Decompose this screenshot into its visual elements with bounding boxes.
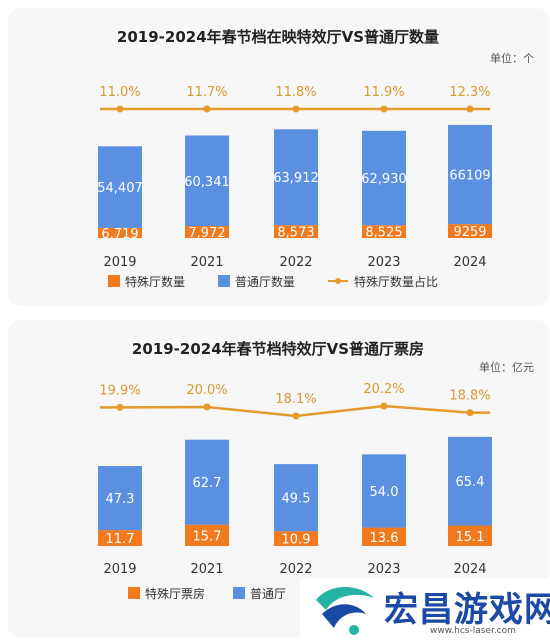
x-tick-label: 2022 — [279, 255, 312, 270]
ratio-label: 11.9% — [363, 85, 404, 100]
bar-special-label: 6,719 — [101, 227, 138, 242]
x-tick-label: 2023 — [367, 255, 400, 270]
bar-special — [98, 530, 142, 546]
ratio-point — [203, 403, 211, 411]
ratio-label: 11.7% — [186, 85, 227, 100]
bar-regular — [185, 135, 229, 227]
bar-regular — [362, 454, 406, 528]
bar-regular — [362, 130, 406, 226]
bar-special-label: 9259 — [453, 225, 486, 240]
bar-regular — [274, 464, 318, 532]
bar-regular-label: 63,912 — [273, 171, 319, 186]
legend-label: 普通厅数量 — [235, 274, 295, 289]
ratio-point — [466, 105, 474, 113]
x-tick-label: 2021 — [190, 562, 223, 577]
legend-ratio-marker — [335, 278, 341, 284]
bar-special — [185, 226, 229, 238]
chart-title: 2019-2024年春节档在映特效厅VS普通厅数量 — [117, 28, 439, 46]
bar-regular-label: 49.5 — [282, 492, 311, 507]
legend-label: 普通厅 — [250, 587, 286, 601]
bar-special-label: 15.1 — [456, 530, 485, 545]
ratio-point — [292, 412, 300, 420]
legend-label: 特殊厅数量 — [125, 274, 185, 289]
bar-special-label: 8,525 — [365, 226, 402, 241]
ratio-label: 19.9% — [99, 383, 140, 398]
bar-regular-label: 62.7 — [193, 476, 222, 491]
bar-regular-label: 54.0 — [370, 485, 399, 500]
bar-special — [274, 531, 318, 546]
bar-regular — [448, 436, 492, 526]
bar-regular-label: 66109 — [449, 169, 490, 184]
bar-regular-label: 65.4 — [456, 475, 485, 490]
bar-regular — [98, 466, 142, 531]
site-logo-icon — [316, 587, 374, 635]
bar-special — [98, 227, 142, 238]
x-tick-label: 2023 — [367, 562, 400, 577]
ratio-label: 11.0% — [99, 85, 140, 100]
bar-special — [362, 527, 406, 546]
bar-special — [448, 525, 492, 546]
ratio-label: 18.1% — [275, 392, 316, 407]
x-tick-label: 2022 — [279, 562, 312, 577]
ratio-label: 20.0% — [186, 383, 227, 398]
ratio-point — [380, 105, 388, 113]
bar-special — [362, 225, 406, 238]
bar-regular-label: 47.3 — [106, 492, 135, 507]
x-tick-label: 2019 — [103, 255, 136, 270]
bar-special-label: 10.9 — [282, 533, 311, 548]
site-watermark: 宏昌游戏网 www.hcs-laser.com — [300, 578, 550, 644]
ratio-label: 20.2% — [363, 382, 404, 397]
unit-label: 单位：亿元 — [479, 360, 534, 374]
x-tick-label: 2021 — [190, 255, 223, 270]
bar-regular — [274, 129, 318, 226]
bar-regular-label: 54,407 — [97, 181, 143, 196]
ratio-point — [203, 105, 211, 113]
bar-special-label: 13.6 — [370, 531, 399, 546]
bar-special-label: 15.7 — [193, 529, 222, 544]
legend-swatch — [108, 275, 120, 287]
bar-special-label: 7,972 — [188, 226, 225, 241]
ratio-label: 18.8% — [449, 389, 490, 404]
ratio-point — [116, 105, 124, 113]
legend-swatch — [233, 587, 245, 599]
legend-label: 特殊厅数量占比 — [354, 274, 438, 289]
bar-special — [448, 224, 492, 238]
bar-special — [274, 225, 318, 238]
legend-swatch — [128, 587, 140, 599]
ratio-point — [292, 105, 300, 113]
watermark-title: 宏昌游戏网 — [384, 590, 550, 630]
ratio-label: 11.8% — [275, 85, 316, 100]
unit-label: 单位：个 — [490, 51, 534, 65]
watermark-url: www.hcs-laser.com — [430, 626, 516, 636]
chart-title: 2019-2024年春节档特效厅VS普通厅票房 — [132, 340, 424, 358]
x-tick-label: 2024 — [453, 255, 486, 270]
bar-regular — [185, 439, 229, 525]
bar-regular-label: 60,341 — [184, 175, 230, 190]
bar-special-label: 11.7 — [106, 532, 135, 547]
ratio-point — [380, 402, 388, 410]
bar-regular-label: 62,930 — [361, 172, 407, 187]
x-tick-label: 2024 — [453, 562, 486, 577]
ratio-label: 12.3% — [449, 85, 490, 100]
legend-label: 特殊厅票房 — [145, 586, 205, 601]
bar-special-label: 8,573 — [277, 226, 314, 241]
ratio-point — [116, 403, 124, 411]
x-tick-label: 2019 — [103, 562, 136, 577]
legend-swatch — [218, 275, 230, 287]
bar-regular — [448, 124, 492, 225]
ratio-point — [466, 409, 474, 417]
bar-regular — [98, 146, 142, 228]
bar-special — [185, 524, 229, 546]
